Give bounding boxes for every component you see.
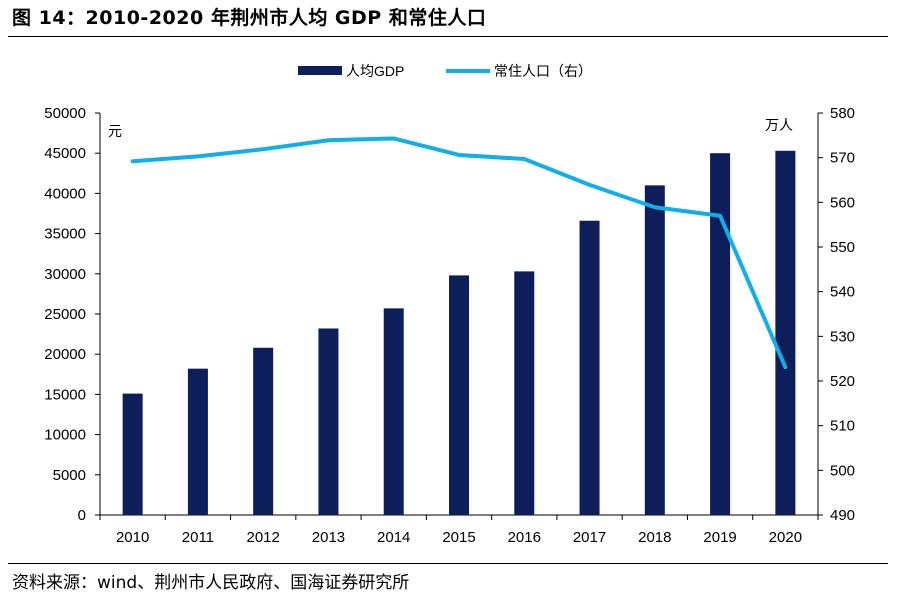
left-tick-label: 5000 <box>53 467 86 484</box>
gdp-bar <box>383 308 404 515</box>
x-tick-label: 2012 <box>246 529 279 546</box>
right-tick-label: 570 <box>830 150 855 167</box>
left-tick-label: 30000 <box>44 266 86 283</box>
gdp-bar <box>644 185 665 516</box>
left-tick-label: 40000 <box>44 185 86 202</box>
x-tick-label: 2020 <box>769 529 802 546</box>
title-rule <box>8 36 888 37</box>
right-unit-label: 万人 <box>765 117 793 133</box>
source-rule <box>8 563 888 564</box>
left-unit-label: 元 <box>108 123 122 139</box>
gdp-bar <box>514 271 535 515</box>
gdp-bar <box>449 275 469 515</box>
gdp-bar <box>253 347 274 515</box>
x-tick-label: 2015 <box>442 529 475 546</box>
left-tick-label: 0 <box>78 507 86 524</box>
gdp-bars <box>122 150 796 516</box>
right-tick-label: 580 <box>830 105 855 122</box>
gdp-bar <box>122 393 143 515</box>
right-tick-label: 490 <box>830 507 855 524</box>
legend: 人均GDP 常住人口（右） <box>298 63 592 79</box>
legend-gdp-swatch <box>298 66 342 75</box>
left-tick-label: 45000 <box>44 145 86 162</box>
x-tick-label: 2013 <box>312 529 345 546</box>
source-note: 资料来源：wind、荆州市人民政府、国海证券研究所 <box>12 573 410 593</box>
left-tick-label: 50000 <box>44 105 86 122</box>
x-tick-label: 2010 <box>116 529 149 546</box>
population-line-layer <box>130 136 788 370</box>
right-tick-label: 510 <box>830 418 855 435</box>
gdp-bar <box>187 368 208 515</box>
x-tick-label: 2019 <box>703 529 736 546</box>
left-tick-label: 35000 <box>44 226 86 243</box>
axes: 0 5000 10000 15000 20000 25000 30000 35000 40000… <box>44 105 855 546</box>
gdp-bar <box>710 153 731 515</box>
left-tick-label: 10000 <box>44 427 86 444</box>
right-tick-label: 520 <box>830 373 855 390</box>
x-tick-label: 2016 <box>508 529 541 546</box>
gdp-bar <box>579 220 600 515</box>
legend-gdp-label: 人均GDP <box>346 63 404 79</box>
right-tick-label: 540 <box>830 284 855 301</box>
legend-population-label: 常住人口（右） <box>494 63 592 79</box>
x-tick-label: 2011 <box>182 529 214 546</box>
x-tick-label: 2014 <box>377 529 410 546</box>
right-tick-label: 550 <box>830 239 855 256</box>
gdp-bar <box>318 328 339 515</box>
right-tick-label: 560 <box>830 194 855 211</box>
left-tick-label: 25000 <box>44 306 86 323</box>
gdp-bar <box>775 150 796 515</box>
right-tick-label: 500 <box>830 462 855 479</box>
right-tick-label: 530 <box>830 328 855 345</box>
x-tick-label: 2017 <box>573 529 606 546</box>
left-tick-label: 20000 <box>44 346 86 363</box>
figure-title: 图 14：2010-2020 年荆州市人均 GDP 和常住人口 <box>12 7 487 29</box>
x-tick-label: 2018 <box>638 529 671 546</box>
left-tick-label: 15000 <box>44 386 86 403</box>
